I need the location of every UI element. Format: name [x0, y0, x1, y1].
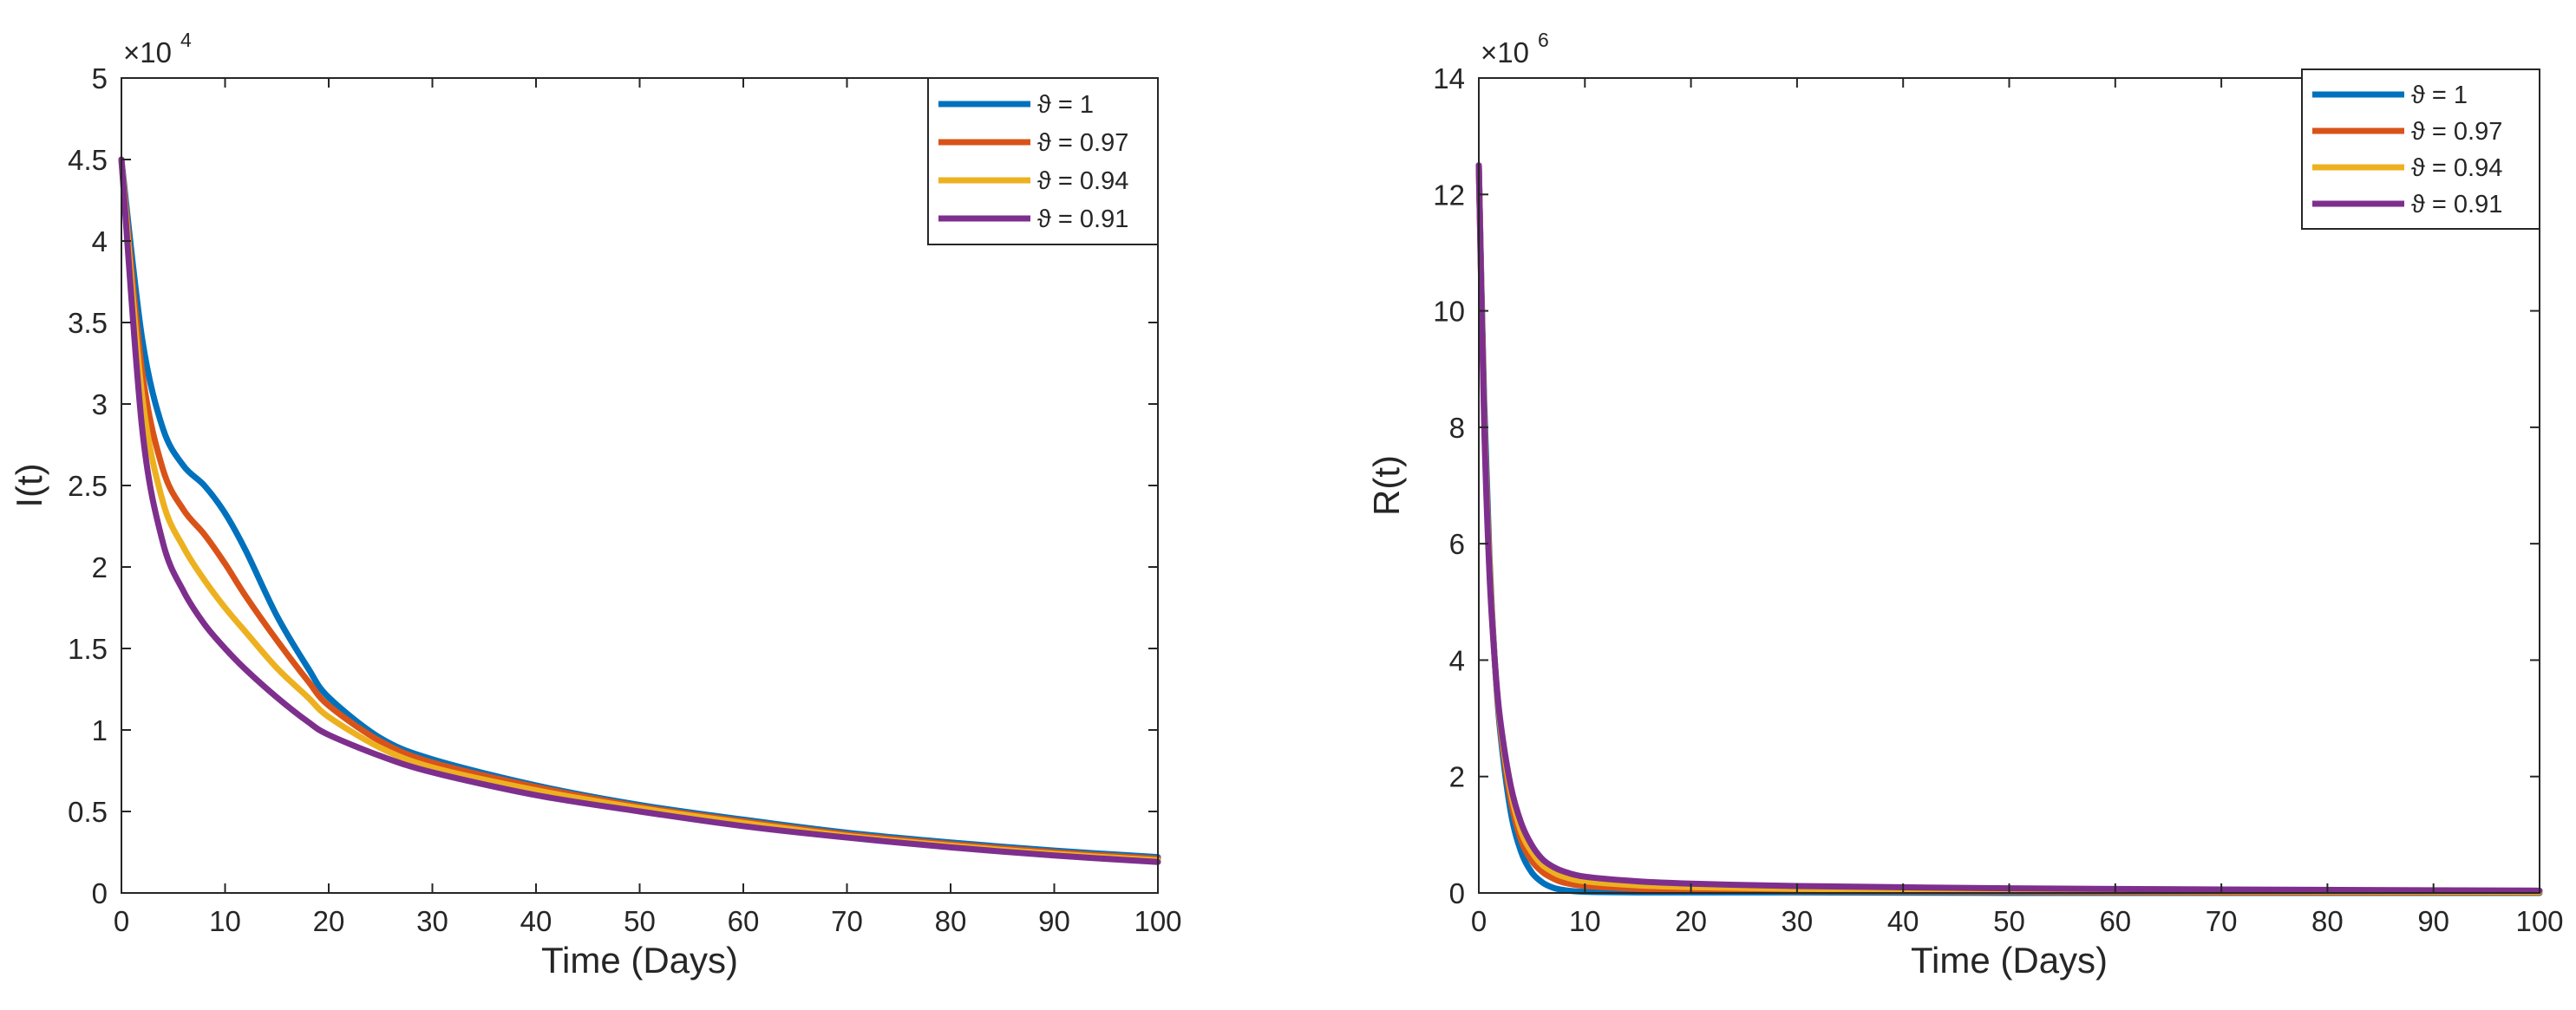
x-tick-label: 100 — [2515, 905, 2563, 937]
legend-label-1: ϑ = 0.97 — [2411, 118, 2502, 146]
x-tick-label: 0 — [1471, 905, 1487, 937]
y-tick-label: 0.5 — [68, 796, 108, 828]
y-tick-label: 2 — [92, 551, 108, 583]
y-tick-label: 0 — [92, 877, 108, 909]
y-tick-label: 8 — [1449, 412, 1465, 444]
y-axis-multiplier-exponent: 6 — [1538, 29, 1549, 51]
y-tick-label: 4 — [1449, 644, 1465, 676]
y-tick-label: 5 — [92, 62, 108, 94]
legend-label-3: ϑ = 0.91 — [2411, 191, 2502, 218]
y-axis-multiplier-exponent: 4 — [180, 29, 192, 51]
y-tick-label: 4 — [92, 225, 108, 257]
x-tick-label: 70 — [831, 905, 863, 937]
legend-label-2: ϑ = 0.94 — [2411, 154, 2502, 182]
x-tick-label: 60 — [2099, 905, 2131, 937]
x-axis-title: Time (Days) — [1911, 940, 2108, 981]
y-tick-label: 0 — [1449, 877, 1465, 909]
legend-label-3: ϑ = 0.91 — [1037, 205, 1128, 233]
ticks-layer: 0 10 20 30 40 50 60 70 80 90 100 0 2 4 6 8 10 12 14 — [1433, 62, 2563, 937]
x-tick-label: 30 — [416, 905, 448, 937]
y-tick-label: 10 — [1433, 296, 1465, 328]
x-tick-label: 70 — [2206, 905, 2238, 937]
y-tick-label: 1.5 — [68, 633, 108, 665]
x-tick-label: 50 — [624, 905, 656, 937]
x-tick-label: 10 — [1569, 905, 1601, 937]
legend-label-1: ϑ = 0.97 — [1037, 129, 1128, 157]
y-tick-label: 4.5 — [68, 144, 108, 176]
chart-infected: 0 10 20 30 40 50 60 70 80 90 100 0 0.5 1 1.5 2 2.5 3 3.5 4 4… — [9, 29, 1182, 981]
legend-label-2: ϑ = 0.94 — [1037, 167, 1128, 195]
legend: ϑ = 1 ϑ = 0.97 ϑ = 0.94 ϑ = 0.91 — [2301, 68, 2540, 230]
y-axis-title: R(t) — [1366, 455, 1407, 516]
x-tick-label: 100 — [1134, 905, 1181, 937]
x-tick-label: 0 — [114, 905, 129, 937]
x-tick-label: 40 — [520, 905, 552, 937]
legend-label-0: ϑ = 1 — [1037, 91, 1094, 119]
x-tick-label: 80 — [2311, 905, 2344, 937]
y-axis-multiplier: ×10 — [1481, 36, 1529, 68]
x-tick-label: 30 — [1782, 905, 1814, 937]
x-tick-label: 10 — [209, 905, 241, 937]
x-tick-label: 80 — [935, 905, 967, 937]
series-line-3 — [118, 156, 1161, 865]
x-tick-label: 90 — [2417, 905, 2449, 937]
y-axis-title: I(t) — [9, 463, 49, 507]
x-tick-label: 40 — [1887, 905, 1919, 937]
series-layer — [118, 156, 1161, 865]
y-tick-label: 3 — [92, 388, 108, 420]
legend: ϑ = 1 ϑ = 0.97 ϑ = 0.94 ϑ = 0.91 — [927, 77, 1159, 245]
x-tick-label: 50 — [1993, 905, 2025, 937]
y-tick-label: 1 — [92, 714, 108, 746]
x-tick-label: 20 — [313, 905, 345, 937]
y-tick-label: 2.5 — [68, 470, 108, 502]
x-tick-label: 90 — [1038, 905, 1070, 937]
y-axis-multiplier: ×10 — [123, 36, 172, 68]
ticks-layer: 0 10 20 30 40 50 60 70 80 90 100 0 0.5 1 1.5 2 2.5 3 3.5 4 4… — [68, 62, 1181, 937]
y-tick-label: 6 — [1449, 528, 1465, 560]
x-axis-title: Time (Days) — [541, 940, 738, 981]
y-tick-label: 2 — [1449, 761, 1465, 793]
x-tick-label: 60 — [728, 905, 760, 937]
y-tick-label: 3.5 — [68, 307, 108, 339]
x-tick-label: 20 — [1675, 905, 1707, 937]
series-line-3 — [1475, 162, 2543, 894]
legend-label-0: ϑ = 1 — [2411, 81, 2468, 109]
y-tick-label: 14 — [1433, 62, 1465, 94]
y-tick-label: 12 — [1433, 179, 1465, 211]
